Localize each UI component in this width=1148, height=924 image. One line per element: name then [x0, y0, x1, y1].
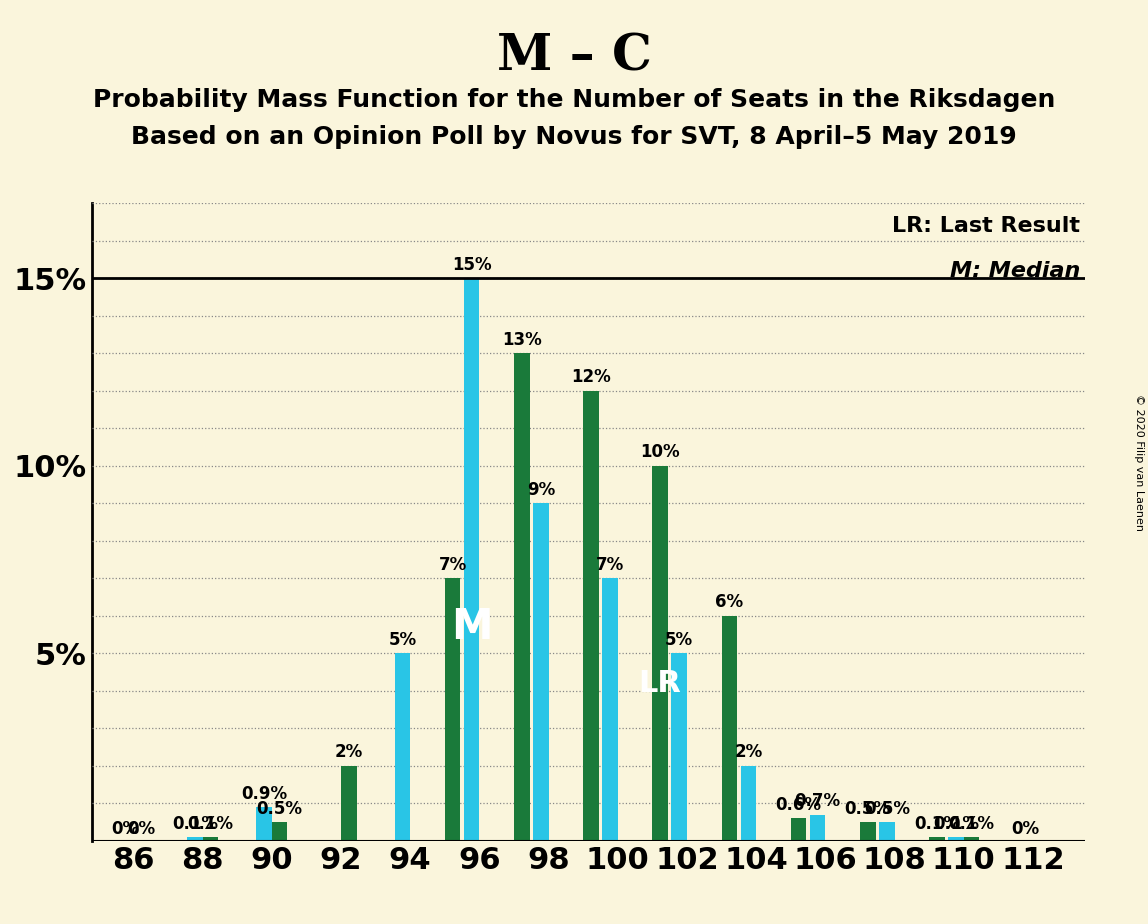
Bar	[583, 391, 599, 841]
Text: 0%: 0%	[1011, 820, 1039, 838]
Text: 0.1%: 0.1%	[933, 815, 979, 833]
Text: 0.1%: 0.1%	[914, 815, 960, 833]
Bar	[652, 466, 668, 841]
Text: 0.7%: 0.7%	[794, 792, 840, 810]
Bar	[444, 578, 460, 841]
Text: 0.5%: 0.5%	[863, 799, 909, 818]
Text: 6%: 6%	[715, 593, 744, 612]
Text: 0.5%: 0.5%	[845, 799, 891, 818]
Text: 2%: 2%	[735, 743, 762, 761]
Bar	[533, 504, 549, 841]
Text: 12%: 12%	[571, 369, 611, 386]
Text: M: Median: M: Median	[949, 261, 1080, 281]
Text: LR: Last Result: LR: Last Result	[892, 216, 1080, 236]
Bar	[395, 653, 410, 841]
Text: 0.9%: 0.9%	[241, 784, 287, 803]
Text: 0.6%: 0.6%	[776, 796, 822, 814]
Text: Based on an Opinion Poll by Novus for SVT, 8 April–5 May 2019: Based on an Opinion Poll by Novus for SV…	[131, 125, 1017, 149]
Text: Probability Mass Function for the Number of Seats in the Riksdagen: Probability Mass Function for the Number…	[93, 88, 1055, 112]
Text: 13%: 13%	[502, 331, 542, 348]
Bar	[860, 822, 876, 841]
Bar	[464, 278, 480, 841]
Bar	[202, 837, 218, 841]
Text: 7%: 7%	[596, 556, 625, 574]
Bar	[187, 837, 202, 841]
Text: LR: LR	[638, 669, 682, 698]
Bar	[341, 766, 357, 841]
Text: © 2020 Filip van Laenen: © 2020 Filip van Laenen	[1134, 394, 1143, 530]
Text: 7%: 7%	[439, 556, 467, 574]
Text: 0%: 0%	[127, 820, 155, 838]
Bar	[791, 819, 806, 841]
Bar	[740, 766, 757, 841]
Bar	[603, 578, 618, 841]
Text: 0.1%: 0.1%	[948, 815, 994, 833]
Text: 0.1%: 0.1%	[187, 815, 233, 833]
Text: M: M	[451, 606, 492, 648]
Bar	[929, 837, 945, 841]
Text: 2%: 2%	[334, 743, 363, 761]
Text: 0%: 0%	[111, 820, 140, 838]
Text: 9%: 9%	[527, 480, 554, 499]
Text: 5%: 5%	[388, 631, 417, 649]
Bar	[256, 807, 272, 841]
Bar	[272, 822, 287, 841]
Bar	[672, 653, 687, 841]
Bar	[722, 615, 737, 841]
Bar	[809, 815, 825, 841]
Text: M – C: M – C	[497, 32, 651, 81]
Bar	[964, 837, 979, 841]
Bar	[948, 837, 964, 841]
Text: 0.5%: 0.5%	[256, 799, 303, 818]
Text: 10%: 10%	[641, 444, 680, 461]
Text: 0.1%: 0.1%	[172, 815, 218, 833]
Text: 15%: 15%	[452, 256, 491, 274]
Bar	[879, 822, 894, 841]
Text: 5%: 5%	[665, 631, 693, 649]
Bar	[514, 353, 529, 841]
